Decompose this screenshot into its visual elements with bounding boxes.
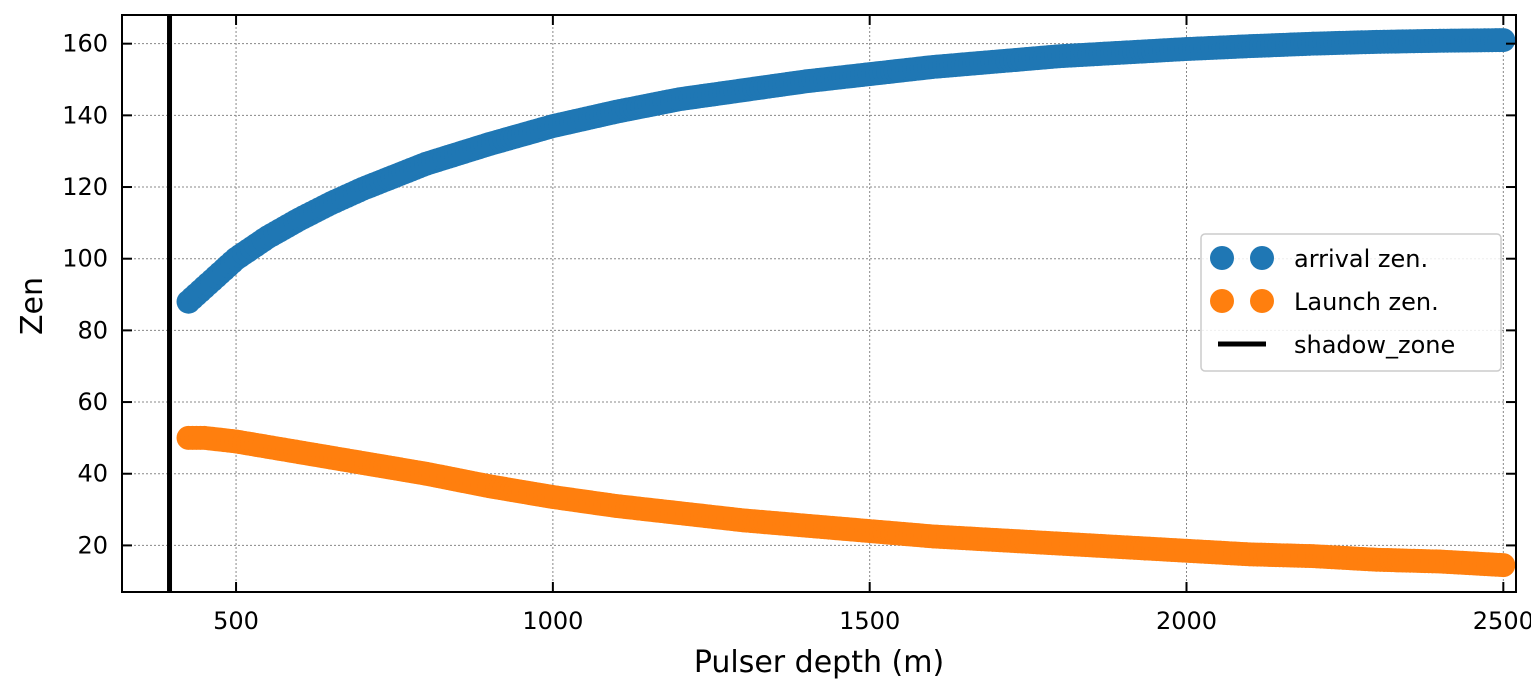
legend-marker-arrival: [1210, 246, 1234, 270]
y-tick-label: 40: [77, 460, 108, 488]
y-tick-label: 160: [62, 30, 108, 58]
series-arrival-zen: [176, 28, 1516, 314]
legend-marker-arrival: [1250, 246, 1274, 270]
y-tick-label: 20: [77, 531, 108, 559]
y-axis-label: Zen: [15, 277, 50, 335]
x-tick-label: 1000: [522, 607, 583, 635]
y-tick-label: 120: [62, 173, 108, 201]
x-tick-label: 1500: [839, 607, 900, 635]
x-axis-label: Pulser depth (m): [694, 645, 944, 680]
legend-marker-launch: [1210, 289, 1234, 313]
y-tick-label: 100: [62, 245, 108, 273]
legend-label-shadow-zone: shadow_zone: [1294, 331, 1455, 359]
series-launch-zen: [176, 425, 1516, 578]
legend-marker-launch: [1250, 289, 1274, 313]
legend-label-launch: Launch zen.: [1294, 288, 1439, 316]
data-point: [1491, 553, 1516, 578]
y-tick-label: 80: [77, 316, 108, 344]
series-layer: [167, 15, 1516, 592]
data-point: [1491, 28, 1516, 53]
x-tick-label: 500: [213, 607, 259, 635]
x-tick-label: 2000: [1156, 607, 1217, 635]
ticks: 500 1000 1500 2000 2500 20 40 60 80 100 120 140 160: [62, 15, 1531, 635]
y-tick-label: 60: [77, 388, 108, 416]
x-tick-label: 2500: [1473, 607, 1531, 635]
plot-frame: [121, 14, 1517, 593]
legend-label-arrival: arrival zen.: [1294, 245, 1428, 273]
y-tick-label: 140: [62, 101, 108, 129]
legend: arrival zen. Launch zen. shadow_zone: [1200, 233, 1502, 372]
legend-box: [1200, 233, 1502, 372]
